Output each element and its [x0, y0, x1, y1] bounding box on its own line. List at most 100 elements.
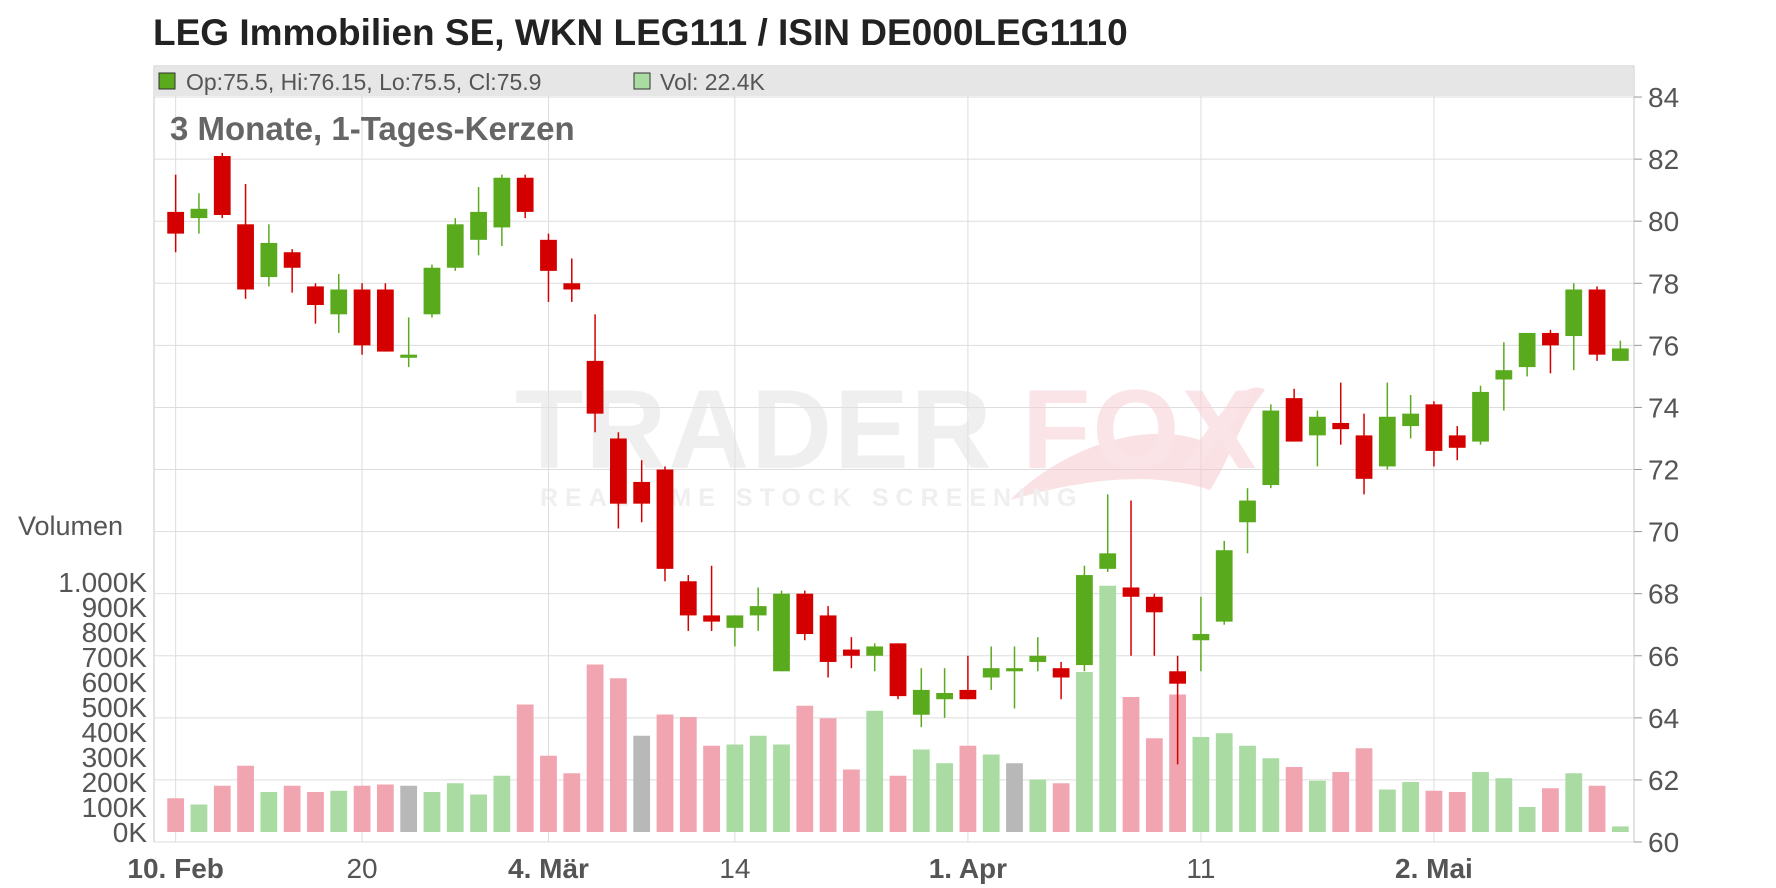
candle	[1378, 382, 1396, 470]
volume-bar	[959, 745, 977, 832]
date-tick-label: 2. Mai	[1395, 853, 1473, 884]
candle-body	[1262, 410, 1280, 486]
volume-bar	[1355, 748, 1373, 832]
volume-bar	[936, 763, 953, 832]
volume-bar	[1029, 779, 1047, 832]
volume-bar	[563, 773, 581, 832]
volume-bar	[190, 804, 208, 832]
volume-bar	[1472, 772, 1489, 832]
candle	[843, 637, 860, 669]
candle	[1006, 646, 1023, 709]
volume-bar	[1611, 826, 1629, 832]
candle-body	[1588, 289, 1606, 355]
volume-tick-label: 300K	[82, 742, 148, 773]
volume-bar	[446, 783, 464, 832]
candle	[1402, 395, 1420, 439]
candle-body	[656, 469, 674, 569]
candle-body	[1285, 398, 1303, 442]
candle-body	[1332, 422, 1350, 430]
candle	[563, 258, 581, 302]
volume-tick-label: 200K	[82, 767, 148, 798]
volume-bar	[633, 735, 651, 832]
candle-body	[936, 693, 953, 700]
candle	[1332, 382, 1350, 445]
volume-tick-label: 1.000K	[58, 567, 147, 598]
candle-body	[307, 286, 324, 306]
volume-bar	[1262, 758, 1280, 832]
candle	[493, 174, 511, 247]
price-tick-label: 66	[1648, 641, 1679, 672]
volume-bar	[400, 785, 418, 832]
volume-bar	[330, 790, 348, 832]
candle-body	[1495, 370, 1513, 380]
volume-tick-label: 500K	[82, 692, 148, 723]
volume-bar	[586, 664, 604, 832]
date-tick-label: 14	[719, 853, 750, 884]
candle-body	[1542, 332, 1559, 346]
candle	[866, 643, 884, 672]
candle	[633, 460, 651, 523]
volume-tick-label: 400K	[82, 717, 148, 748]
volume-bar	[423, 792, 441, 832]
candle-body	[540, 239, 557, 271]
candle-body	[819, 615, 837, 662]
candle-body	[866, 646, 884, 656]
date-axis: 10. Feb 20 4. Mär 14 1. Apr 11 2. Mai	[127, 853, 1472, 884]
volume-tick-label: 700K	[82, 642, 148, 673]
candle-body	[679, 581, 697, 616]
candle-body	[1215, 550, 1233, 622]
candle	[446, 218, 464, 271]
ohlc-legend-text: Op:75.5, Hi:76.15, Lo:75.5, Cl:75.9	[186, 69, 541, 95]
candle-body	[1145, 596, 1163, 613]
volume-bar	[1402, 782, 1420, 832]
volume-bar	[1099, 585, 1117, 832]
price-tick-label: 74	[1648, 392, 1679, 423]
candle-body	[213, 156, 231, 215]
candle	[400, 317, 418, 368]
candle-body	[446, 224, 464, 268]
volume-bars	[167, 585, 1629, 832]
volume-bar	[1425, 790, 1443, 832]
candle-body	[330, 289, 348, 315]
candle	[912, 668, 930, 728]
candle-body	[843, 649, 860, 656]
candle-body	[353, 289, 371, 346]
watermark-word-fox: FOX	[1022, 367, 1258, 492]
candle-body	[703, 615, 720, 622]
volume-bar	[1052, 783, 1070, 832]
candle	[1448, 426, 1466, 461]
legend-strip	[155, 67, 1633, 96]
volume-bar	[1006, 763, 1023, 832]
candle	[1611, 340, 1629, 361]
candle	[237, 183, 254, 299]
volume-bar	[609, 678, 627, 832]
candle-body	[167, 211, 185, 234]
candle-body	[237, 224, 254, 290]
volume-bar	[376, 784, 394, 832]
volume-bar	[1192, 737, 1210, 832]
price-tick-label: 62	[1648, 765, 1679, 796]
candle-body	[1611, 348, 1629, 361]
volume-bar	[1076, 672, 1093, 832]
volume-bar	[679, 717, 697, 832]
volume-bar	[773, 744, 790, 832]
candle-body	[400, 354, 418, 358]
candle	[819, 606, 837, 678]
chart-subtitle: 3 Monate, 1-Tages-Kerzen	[170, 110, 575, 147]
volume-bar	[307, 792, 324, 832]
candle	[516, 174, 534, 219]
candle	[982, 646, 1000, 690]
volume-bar	[540, 755, 557, 832]
volume-bar	[749, 735, 767, 832]
ohlc-legend-swatch	[158, 72, 176, 90]
candle-body	[982, 668, 1000, 678]
candle-body	[1378, 416, 1396, 467]
candle	[749, 587, 767, 631]
price-tick-label: 76	[1648, 330, 1679, 361]
price-tick-label: 80	[1648, 206, 1679, 237]
candle	[796, 590, 814, 641]
candle-body	[1355, 435, 1373, 479]
candle	[656, 466, 674, 582]
candle	[1076, 565, 1093, 672]
volume-bar	[1239, 745, 1256, 832]
